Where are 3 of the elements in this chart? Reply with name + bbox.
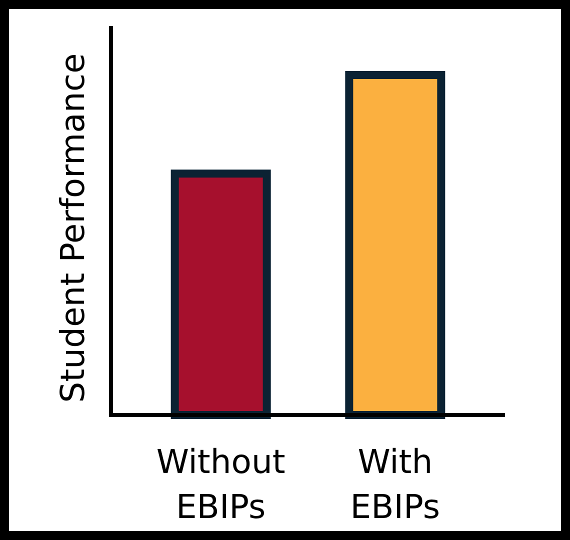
y-axis-title: Student Performance [53,53,92,403]
x-tick-label: With EBIPs [350,442,440,526]
x-tick-label: Without EBIPs [156,442,286,526]
